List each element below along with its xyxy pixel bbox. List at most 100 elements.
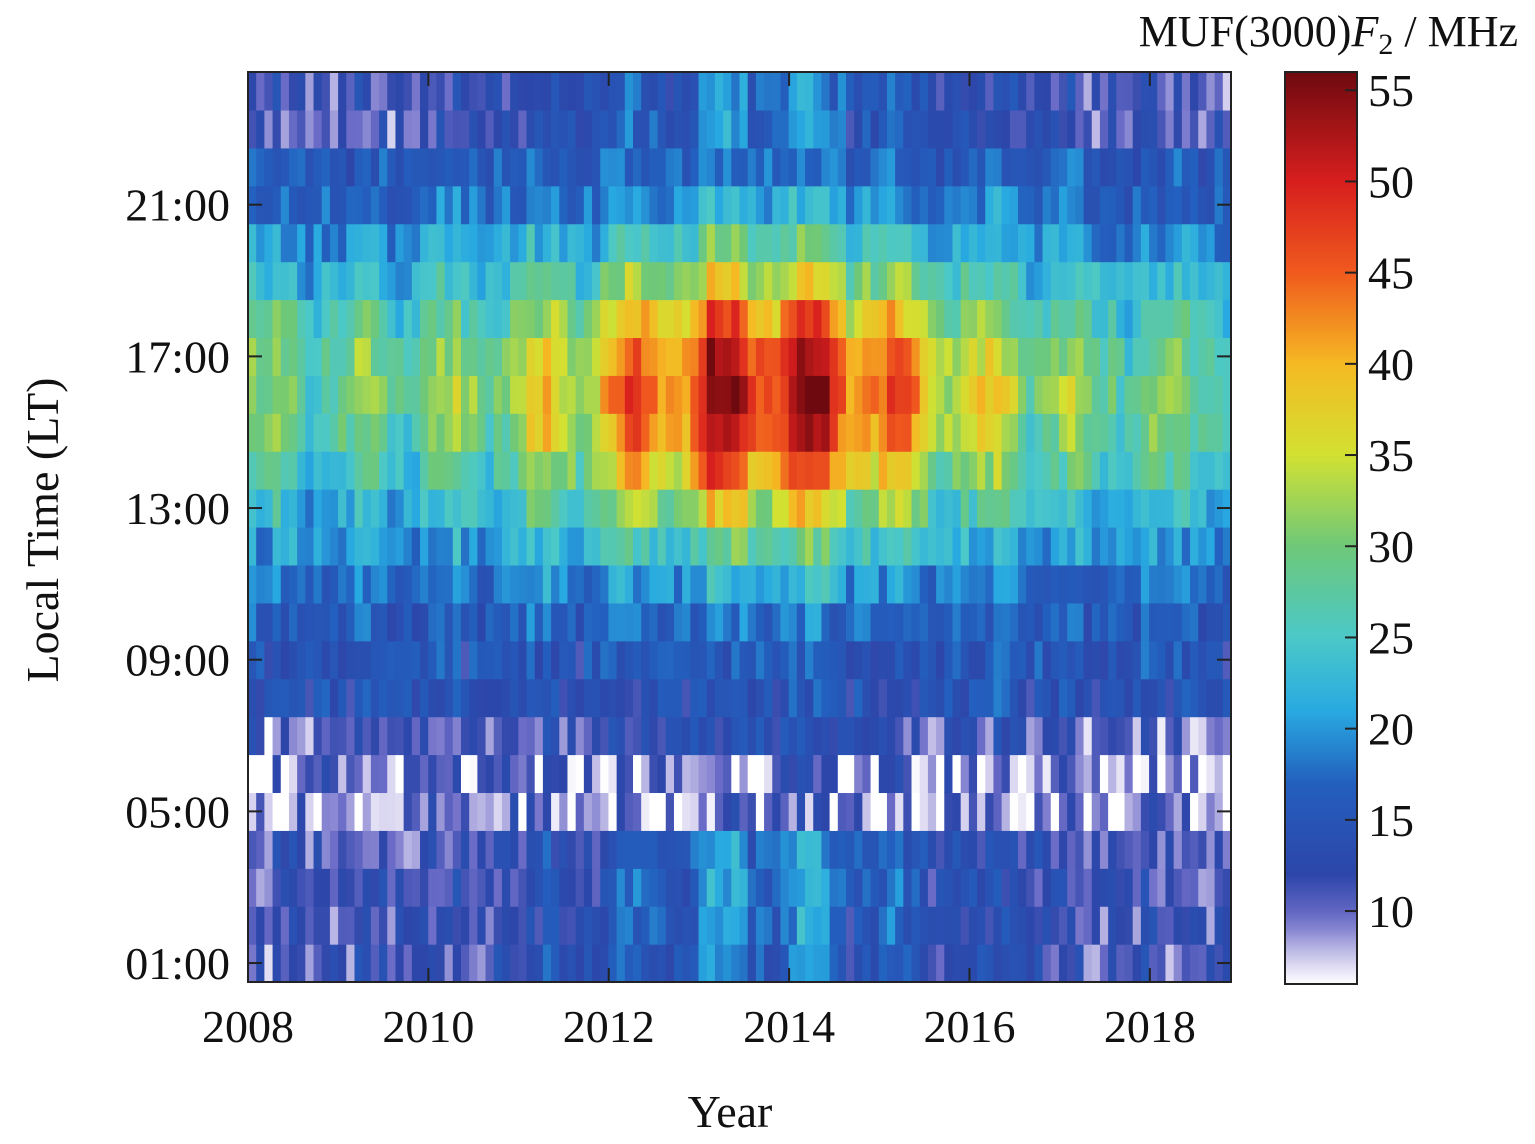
- heatmap-cell: [534, 944, 544, 983]
- heatmap-cell: [354, 527, 364, 566]
- heatmap-cell: [714, 185, 724, 225]
- heatmap-cell: [288, 72, 298, 111]
- heatmap-cell: [288, 792, 298, 831]
- heatmap-cell: [329, 413, 339, 452]
- heatmap-cell: [805, 716, 814, 756]
- heatmap-cell: [1018, 527, 1027, 566]
- heatmap-cell: [805, 185, 814, 225]
- heatmap-cell: [927, 830, 937, 869]
- heatmap-cell: [542, 375, 552, 414]
- heatmap-cell: [370, 261, 380, 301]
- heatmap-cell: [862, 830, 872, 869]
- heatmap-cell: [1058, 678, 1068, 718]
- heatmap-cell: [1173, 223, 1183, 263]
- heatmap-cell: [338, 413, 347, 452]
- heatmap-cell: [616, 413, 626, 452]
- heatmap-cell: [485, 337, 495, 376]
- heatmap-cell: [911, 527, 921, 566]
- heatmap-cell: [1001, 678, 1011, 718]
- heatmap-cell: [1124, 413, 1134, 452]
- heatmap-cell: [1099, 413, 1109, 452]
- heatmap-cell: [723, 337, 732, 376]
- heatmap-cell: [1132, 223, 1142, 263]
- heatmap-cell: [477, 337, 487, 376]
- heatmap-cell: [575, 489, 585, 528]
- heatmap-cell: [567, 72, 577, 111]
- heatmap-cell: [1116, 640, 1126, 680]
- heatmap-cell: [362, 185, 372, 225]
- heatmap-cell: [1108, 337, 1117, 376]
- heatmap-cell: [575, 564, 585, 604]
- heatmap-cell: [673, 792, 683, 831]
- heatmap-cell: [354, 375, 364, 414]
- heatmap-cell: [968, 716, 978, 756]
- heatmap-cell: [395, 337, 405, 376]
- heatmap-cell: [1050, 337, 1060, 376]
- heatmap-cell: [878, 906, 888, 945]
- heatmap-cell: [649, 337, 659, 376]
- heatmap-cell: [805, 413, 814, 452]
- heatmap-cell: [1091, 830, 1101, 869]
- heatmap-cell: [1067, 413, 1076, 452]
- heatmap-cell: [731, 413, 741, 452]
- heatmap-cell: [403, 678, 413, 718]
- heatmap-cell: [706, 72, 716, 111]
- heatmap-cell: [370, 602, 380, 642]
- heatmap-cell: [379, 716, 388, 756]
- heatmap-cell: [1001, 223, 1011, 263]
- heatmap-cell: [780, 602, 790, 642]
- heatmap-cell: [764, 223, 773, 263]
- heatmap-cell: [1157, 375, 1167, 414]
- heatmap-cell: [477, 147, 487, 187]
- heatmap-cell: [1198, 754, 1208, 794]
- heatmap-cell: [968, 185, 978, 225]
- heatmap-cell: [764, 337, 773, 376]
- heatmap-cell: [649, 185, 659, 225]
- heatmap-cell: [780, 299, 790, 339]
- heatmap-cell: [280, 109, 290, 149]
- heatmap-cell: [592, 678, 601, 718]
- heatmap-cell: [936, 716, 945, 756]
- heatmap-cell: [886, 602, 896, 642]
- heatmap-cell: [1132, 830, 1142, 869]
- heatmap-cell: [706, 147, 716, 187]
- heatmap-cell: [739, 640, 749, 680]
- heatmap-cell: [690, 830, 700, 869]
- heatmap-cell: [288, 830, 298, 869]
- heatmap-cell: [1149, 147, 1158, 187]
- heatmap-cell: [272, 716, 282, 756]
- heatmap-cell: [813, 299, 823, 339]
- heatmap-cell: [1034, 527, 1044, 566]
- heatmap-cell: [903, 337, 913, 376]
- heatmap-cell: [682, 868, 691, 907]
- heatmap-cell: [862, 299, 872, 339]
- heatmap-cell: [272, 147, 282, 187]
- heatmap-cell: [272, 868, 282, 907]
- heatmap-cell: [600, 602, 610, 642]
- heatmap-cell: [764, 185, 773, 225]
- heatmap-cell: [288, 489, 298, 528]
- heatmap-cell: [706, 906, 716, 945]
- heatmap-cell: [420, 564, 429, 604]
- heatmap-cell: [248, 527, 257, 566]
- heatmap-cell: [747, 185, 757, 225]
- heatmap-cell: [739, 299, 749, 339]
- heatmap-cell: [542, 678, 552, 718]
- heatmap-cell: [501, 754, 511, 794]
- heatmap-cell: [1124, 868, 1134, 907]
- heatmap-cell: [1042, 261, 1052, 301]
- heatmap-cell: [256, 830, 265, 869]
- heatmap-cell: [280, 906, 290, 945]
- heatmap-cell: [1034, 489, 1044, 528]
- heatmap-cell: [813, 564, 823, 604]
- heatmap-cell: [698, 337, 708, 376]
- heatmap-cell: [551, 602, 560, 642]
- heatmap-cell: [919, 375, 929, 414]
- heatmap-cell: [682, 375, 691, 414]
- heatmap-cell: [1222, 223, 1232, 263]
- heatmap-cell: [1124, 337, 1134, 376]
- heatmap-cell: [297, 868, 306, 907]
- heatmap-cell: [977, 602, 986, 642]
- heatmap-cell: [1181, 261, 1191, 301]
- heatmap-cell: [1075, 640, 1085, 680]
